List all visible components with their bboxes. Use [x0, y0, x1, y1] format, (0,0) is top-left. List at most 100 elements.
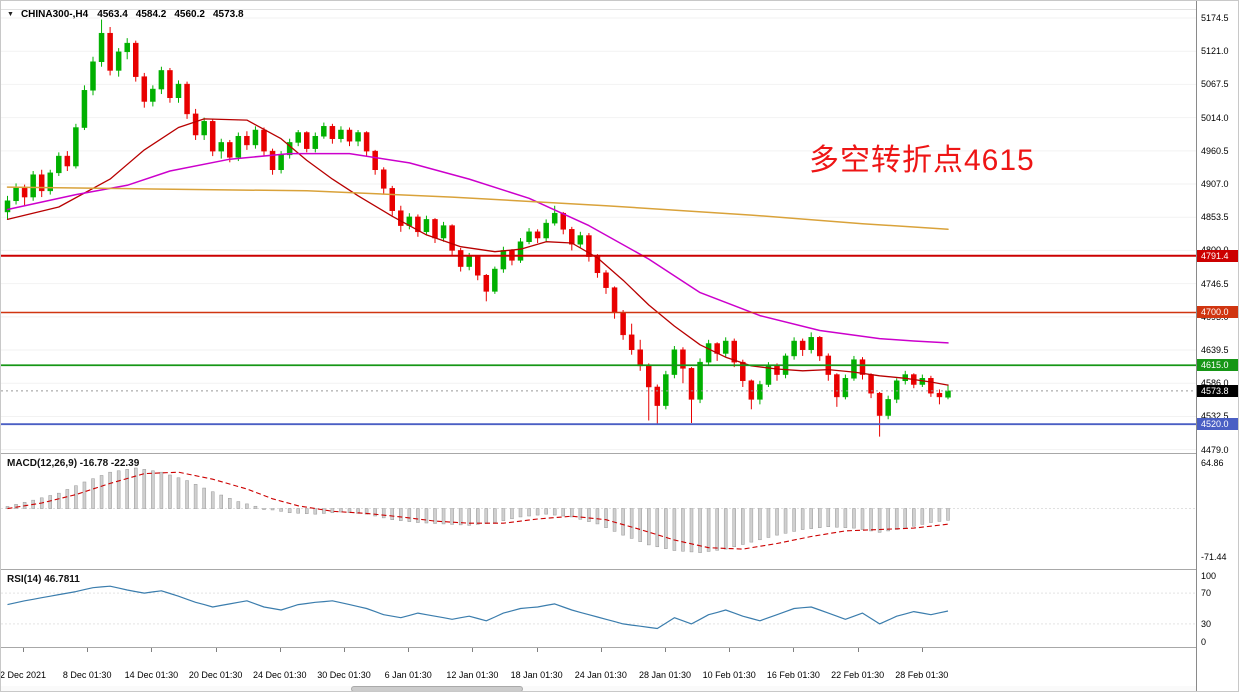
macd-histogram-bar — [441, 508, 446, 525]
candle — [475, 255, 481, 281]
candle — [295, 130, 301, 147]
candle-body — [192, 113, 199, 136]
candle-body — [603, 272, 609, 288]
macd-histogram-bar — [843, 508, 848, 528]
price-tick-label: 5014.0 — [1201, 112, 1229, 123]
candle — [201, 117, 207, 140]
macd-canvas[interactable] — [1, 454, 1196, 569]
candle — [791, 337, 797, 360]
candle-body — [73, 127, 79, 167]
time-tick — [87, 648, 89, 652]
rsi-canvas[interactable] — [1, 570, 1196, 647]
candle — [876, 391, 883, 437]
candle-body — [355, 132, 361, 142]
candle-body — [209, 121, 216, 152]
candle-body — [21, 186, 28, 198]
macd-histogram-bar — [48, 495, 52, 509]
price-axis[interactable]: 5174.5 5121.0 5067.5 5014.0 4960.5 4907.0 4853… — [1196, 1, 1238, 691]
candle — [611, 286, 618, 319]
candle — [911, 373, 917, 389]
candle — [928, 375, 934, 397]
macd-histogram-bar — [723, 508, 728, 550]
annotation-text[interactable]: 多空转折点4615 — [809, 144, 1035, 177]
candle — [551, 205, 558, 226]
time-tick — [536, 648, 538, 652]
candle-body — [107, 32, 113, 71]
time-tick — [23, 648, 24, 652]
candle — [748, 379, 755, 410]
candle-body — [457, 250, 464, 267]
macd-histogram-bar — [835, 508, 839, 528]
candle-body — [774, 365, 780, 375]
collapse-chart-icon[interactable]: ▼ — [7, 11, 14, 18]
macd-histogram-bar — [108, 471, 112, 509]
time-tick — [729, 648, 731, 652]
rsi-axis-label: 0 — [1201, 637, 1207, 647]
macd-histogram-bar — [185, 480, 189, 509]
macd-histogram-bar — [159, 471, 164, 509]
candle-body — [304, 132, 310, 149]
candle-body — [175, 83, 182, 99]
price-chart-canvas[interactable] — [1, 1, 1196, 453]
candle-body — [680, 349, 686, 369]
candle — [175, 80, 182, 103]
time-axis[interactable]: 2 Dec 2021 8 Dec 01:30 14 Dec 01:30 20 Dec … — [1, 648, 1196, 686]
panel-separator-macd[interactable] — [1, 453, 1238, 454]
candle-body — [654, 386, 661, 406]
candle-body — [269, 150, 276, 170]
ohlc-open-value: 4563.4 — [97, 9, 128, 20]
rsi-axis-label: 100 — [1201, 571, 1217, 581]
candle-body — [936, 392, 943, 398]
macd-histogram-bar — [65, 489, 70, 509]
panel-separator-rsi[interactable] — [1, 569, 1238, 570]
candle-body — [312, 135, 319, 149]
macd-histogram-bar — [886, 508, 890, 532]
candle — [628, 323, 635, 355]
macd-histogram-bar — [612, 508, 617, 532]
candle — [64, 151, 71, 171]
candle-body — [534, 231, 541, 239]
candle-body — [56, 155, 62, 174]
candle-body — [628, 334, 635, 350]
candle — [338, 126, 344, 143]
macd-histogram-bar — [253, 505, 258, 509]
time-label: 28 Feb 01:30 — [895, 670, 949, 680]
macd-histogram-bar — [116, 470, 121, 509]
time-tick — [344, 648, 345, 652]
candle-body — [697, 361, 703, 400]
macd-histogram-bar — [664, 508, 668, 549]
time-tick — [857, 648, 859, 652]
candle-body — [475, 256, 481, 276]
macd-histogram-bar — [279, 508, 283, 512]
symbol-timeframe-label: CHINA300-,H4 — [20, 9, 89, 20]
macd-histogram-bar — [125, 469, 129, 509]
macd-histogram-bar — [655, 508, 660, 548]
candle-body — [432, 219, 438, 239]
macd-histogram-bar — [535, 508, 540, 516]
candle — [483, 274, 490, 302]
candle-body — [4, 200, 11, 213]
macd-histogram-bar — [91, 478, 95, 509]
candle — [885, 395, 891, 420]
scrollbar-thumb[interactable] — [351, 686, 523, 691]
horizontal-scrollbar[interactable] — [1, 686, 1196, 691]
candle-body — [329, 126, 336, 139]
macd-histogram-bar — [894, 508, 899, 530]
macd-histogram-bar — [518, 508, 523, 518]
candle — [115, 48, 122, 77]
candle — [731, 338, 737, 368]
candle — [235, 132, 242, 162]
macd-histogram-bar — [287, 508, 292, 513]
candle-body — [398, 210, 404, 226]
macd-histogram-bar — [305, 508, 309, 514]
candle — [509, 249, 515, 266]
candle — [192, 108, 199, 140]
candle — [38, 169, 45, 198]
macd-histogram-bar — [176, 477, 181, 509]
price-tick-label: 5067.5 — [1201, 79, 1229, 90]
rsi-axis-label: 70 — [1201, 588, 1212, 599]
macd-histogram-bar — [134, 467, 138, 509]
macd-histogram-bar — [604, 508, 608, 528]
candle — [244, 131, 250, 150]
price-tick-label: 4586.0 — [1201, 378, 1229, 389]
